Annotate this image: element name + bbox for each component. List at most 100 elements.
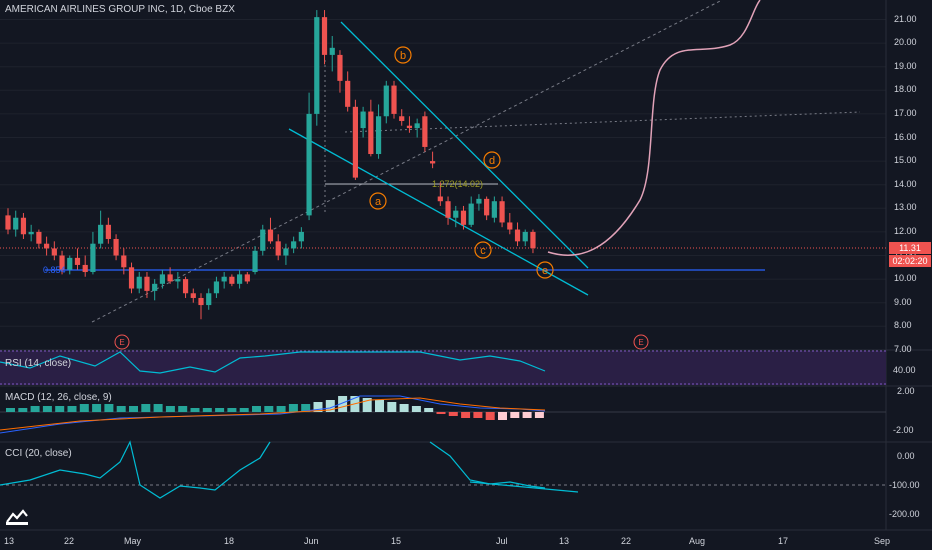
wave-label-circle [369, 192, 387, 210]
time-tick-label: May [124, 536, 142, 546]
candle-body [244, 274, 250, 282]
macd-histogram-bar [129, 406, 138, 412]
candle-body [36, 231, 42, 244]
cci-line-1 [0, 440, 271, 499]
macd-histogram-bar [55, 406, 65, 412]
fib-ratio-label: 1.272(14.02) [432, 179, 484, 189]
time-tick-label: 13 [559, 536, 570, 546]
macd-histogram-bar [411, 406, 421, 412]
candle-body [375, 116, 382, 155]
candle-body [175, 279, 181, 282]
macd-histogram-bar [67, 406, 77, 412]
candle-body [167, 274, 173, 282]
macd-histogram-bar [522, 412, 532, 418]
candle-body [152, 283, 158, 291]
macd-histogram-bar [485, 412, 495, 420]
price-tick-label: 10.00 [894, 273, 917, 284]
candle-body [20, 217, 27, 235]
candle-body [190, 293, 196, 298]
macd-histogram-bar [387, 402, 397, 412]
current-price-tag: 11.31 [889, 242, 931, 254]
candle-body [437, 196, 443, 202]
macd-histogram-bar [510, 412, 520, 418]
macd-histogram-bar [498, 412, 507, 420]
price-tick-label: 13.00 [894, 202, 917, 213]
candle-body [136, 276, 142, 289]
price-tick-label: 9.00 [894, 296, 912, 307]
wedge-upper-line [340, 21, 589, 269]
macd-histogram-bar [215, 408, 225, 412]
candle-body [491, 201, 497, 218]
price-tick-label: 18.00 [894, 84, 917, 95]
macd-histogram-bar [165, 406, 175, 412]
macd-signal-line [0, 397, 546, 431]
time-tick-label: Jul [496, 536, 508, 546]
candle-body [422, 116, 428, 147]
candle-body [468, 203, 474, 225]
price-tick-label: 19.00 [894, 60, 917, 71]
candle-body [128, 267, 135, 289]
time-tick-label: Sep [874, 536, 891, 546]
time-tick-label: 22 [64, 536, 75, 546]
macd-histogram-bar [178, 406, 188, 412]
macd-histogram-bar [239, 408, 249, 412]
earnings-marker[interactable] [633, 334, 649, 350]
candle-body [453, 210, 459, 218]
candle-body [530, 231, 536, 249]
macd-histogram-bar [153, 404, 163, 412]
cci-tick-neg200: -200.00 [889, 509, 920, 519]
candle-body [414, 123, 420, 129]
wave-label-circle [474, 241, 492, 259]
wave-label-b: b [400, 50, 406, 62]
candle-body [51, 248, 57, 256]
candle-body [59, 255, 65, 270]
price-tick-label: 16.00 [894, 131, 917, 142]
time-tick-label: 18 [224, 536, 235, 546]
candle-body [144, 276, 150, 291]
macd-histogram-bar [288, 404, 298, 412]
countdown-tag: 02:02:20 [889, 255, 931, 267]
candle-body [28, 231, 34, 235]
earnings-marker[interactable] [114, 334, 130, 350]
cci-title[interactable]: CCI (20, close) [5, 448, 72, 459]
macd-histogram-bar [325, 400, 335, 412]
macd-histogram-bar [104, 404, 114, 412]
candle-body [514, 229, 521, 242]
macd-histogram-bar [227, 408, 237, 412]
candle-body [298, 231, 304, 242]
macd-histogram-bar [448, 412, 458, 416]
price-tick-label: 15.00 [894, 155, 917, 166]
candle-body [484, 198, 490, 216]
earnings-marker-label: E [638, 338, 643, 347]
candle-body [476, 198, 482, 204]
wave-label-circle [536, 261, 554, 279]
fib-left-label: 0.854 [43, 265, 66, 275]
macd-histogram-bar [18, 408, 28, 412]
cci-line-2 [429, 441, 546, 489]
earnings-marker-label: E [119, 338, 124, 347]
macd-title[interactable]: MACD (12, 26, close, 9) [5, 392, 112, 403]
macd-histogram-bar [79, 404, 89, 412]
cci-divergence-line [469, 481, 579, 493]
macd-histogram-bar [276, 406, 286, 412]
rsi-line [0, 351, 546, 374]
macd-histogram-bar [424, 408, 434, 412]
macd-histogram-bar [313, 402, 323, 412]
price-tick-label: 20.00 [894, 37, 917, 48]
macd-histogram-bar [202, 408, 212, 412]
price-tick-label: 17.00 [894, 107, 917, 118]
macd-histogram-bar [6, 408, 15, 412]
candle-body [260, 229, 266, 251]
tradingview-logo-icon[interactable] [5, 508, 29, 526]
macd-histogram-bar [42, 406, 52, 412]
price-tick-label: 14.00 [894, 178, 917, 189]
symbol-title[interactable]: AMERICAN AIRLINES GROUP INC, 1D, Cboe BZ… [5, 4, 235, 15]
rsi-title[interactable]: RSI (14, close) [5, 358, 72, 369]
candle-body [13, 217, 19, 230]
candle-body [499, 201, 505, 223]
fib-trend-line [91, 0, 723, 323]
wave-label-circle [394, 46, 412, 64]
cci-tick-neg100: -100.00 [889, 480, 920, 490]
